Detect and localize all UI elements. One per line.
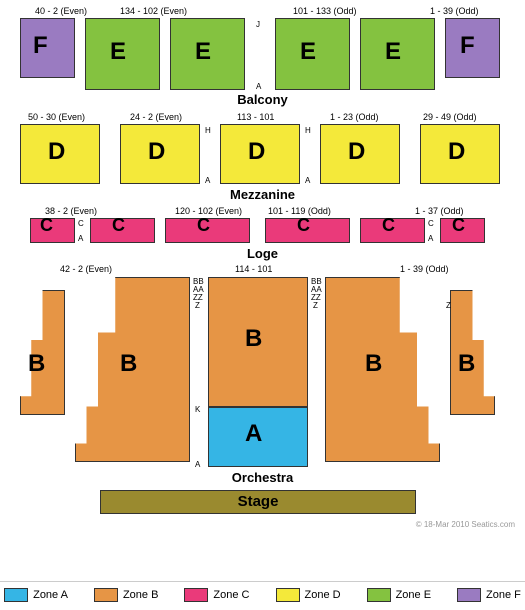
- loge-c-3[interactable]: [165, 218, 250, 243]
- balcony-e-left-2[interactable]: [170, 18, 245, 90]
- orch-b-farright[interactable]: [450, 290, 495, 415]
- row-z-c: Z: [195, 301, 200, 310]
- range-loge-mid-r: 101 - 119 (Odd): [268, 206, 331, 216]
- orch-b-farleft[interactable]: [20, 290, 65, 415]
- mezz-d-1[interactable]: [20, 124, 100, 184]
- legend-label: Zone D: [305, 589, 341, 601]
- loge-c-6[interactable]: [440, 218, 485, 243]
- mezz-d-3[interactable]: [220, 124, 300, 184]
- loge-c-2[interactable]: [90, 218, 155, 243]
- balcony-e-right-2[interactable]: [360, 18, 435, 90]
- range-loge-mid-l: 120 - 102 (Even): [175, 206, 242, 216]
- range-balcony-e-right: 101 - 133 (Odd): [293, 6, 357, 16]
- range-mezz-5: 29 - 49 (Odd): [423, 112, 477, 122]
- mezz-d-2[interactable]: [120, 124, 200, 184]
- loge-c-4[interactable]: [265, 218, 350, 243]
- stage-label: Stage: [238, 493, 279, 510]
- row-a-c: A: [195, 460, 200, 469]
- row-z-fr: Z: [446, 301, 451, 310]
- balcony-e-left-1[interactable]: [85, 18, 160, 90]
- stage: Stage: [100, 490, 416, 514]
- balcony-e-right-1[interactable]: [275, 18, 350, 90]
- orchestra-label: Orchestra: [0, 470, 525, 485]
- orch-b-left[interactable]: [75, 277, 190, 462]
- row-k-c: K: [195, 405, 200, 414]
- legend-swatch: [276, 588, 300, 602]
- row-a-mezz-r: A: [305, 176, 310, 185]
- balcony-label: Balcony: [0, 92, 525, 107]
- row-c-loge-2: C: [428, 219, 434, 228]
- legend-item: Zone E: [367, 588, 431, 602]
- loge-c-1[interactable]: [30, 218, 75, 243]
- row-a-loge-1: A: [78, 234, 83, 243]
- mezz-d-4[interactable]: [320, 124, 400, 184]
- range-mezz-4: 1 - 23 (Odd): [330, 112, 379, 122]
- legend-item: Zone D: [276, 588, 341, 602]
- legend: Zone A Zone B Zone C Zone D Zone E Zone F: [0, 581, 525, 602]
- legend-swatch: [457, 588, 481, 602]
- range-mezz-3: 113 - 101: [237, 112, 274, 122]
- legend-label: Zone C: [213, 589, 249, 601]
- range-orch-mid: 114 - 101: [235, 264, 272, 274]
- legend-item: Zone F: [457, 588, 521, 602]
- mezz-d-5[interactable]: [420, 124, 500, 184]
- legend-label: Zone B: [123, 589, 158, 601]
- balcony-f-left[interactable]: [20, 18, 75, 78]
- row-h-mezz-r: H: [305, 126, 311, 135]
- range-mezz-2: 24 - 2 (Even): [130, 112, 182, 122]
- legend-item: Zone C: [184, 588, 249, 602]
- seating-chart: 40 - 2 (Even) 134 - 102 (Even) 101 - 133…: [0, 0, 525, 610]
- legend-swatch: [94, 588, 118, 602]
- row-a-loge-2: A: [428, 234, 433, 243]
- orch-a-center[interactable]: [208, 407, 308, 467]
- row-a-mezz-l: A: [205, 176, 210, 185]
- row-j-bal: J: [256, 20, 260, 29]
- loge-label: Loge: [0, 246, 525, 261]
- range-balcony-f-right: 1 - 39 (Odd): [430, 6, 479, 16]
- orch-b-right[interactable]: [325, 277, 440, 462]
- range-balcony-e-left: 134 - 102 (Even): [120, 6, 187, 16]
- row-h-mezz-l: H: [205, 126, 211, 135]
- legend-swatch: [184, 588, 208, 602]
- row-a-bal: A: [256, 82, 261, 91]
- range-loge-left: 38 - 2 (Even): [45, 206, 97, 216]
- row-c-loge-1: C: [78, 219, 84, 228]
- legend-item: Zone B: [94, 588, 158, 602]
- row-z-r: Z: [313, 301, 318, 310]
- legend-label: Zone A: [33, 589, 68, 601]
- balcony-f-right[interactable]: [445, 18, 500, 78]
- legend-label: Zone E: [396, 589, 431, 601]
- mezzanine-label: Mezzanine: [0, 187, 525, 202]
- range-balcony-f-left: 40 - 2 (Even): [35, 6, 87, 16]
- copyright: © 18-Mar 2010 Seatics.com: [416, 520, 515, 529]
- orch-b-center[interactable]: [208, 277, 308, 407]
- range-loge-right: 1 - 37 (Odd): [415, 206, 464, 216]
- range-orch-left: 42 - 2 (Even): [60, 264, 112, 274]
- range-orch-right: 1 - 39 (Odd): [400, 264, 449, 274]
- legend-swatch: [4, 588, 28, 602]
- loge-c-5[interactable]: [360, 218, 425, 243]
- legend-swatch: [367, 588, 391, 602]
- range-mezz-1: 50 - 30 (Even): [28, 112, 85, 122]
- legend-item: Zone A: [4, 588, 68, 602]
- legend-label: Zone F: [486, 589, 521, 601]
